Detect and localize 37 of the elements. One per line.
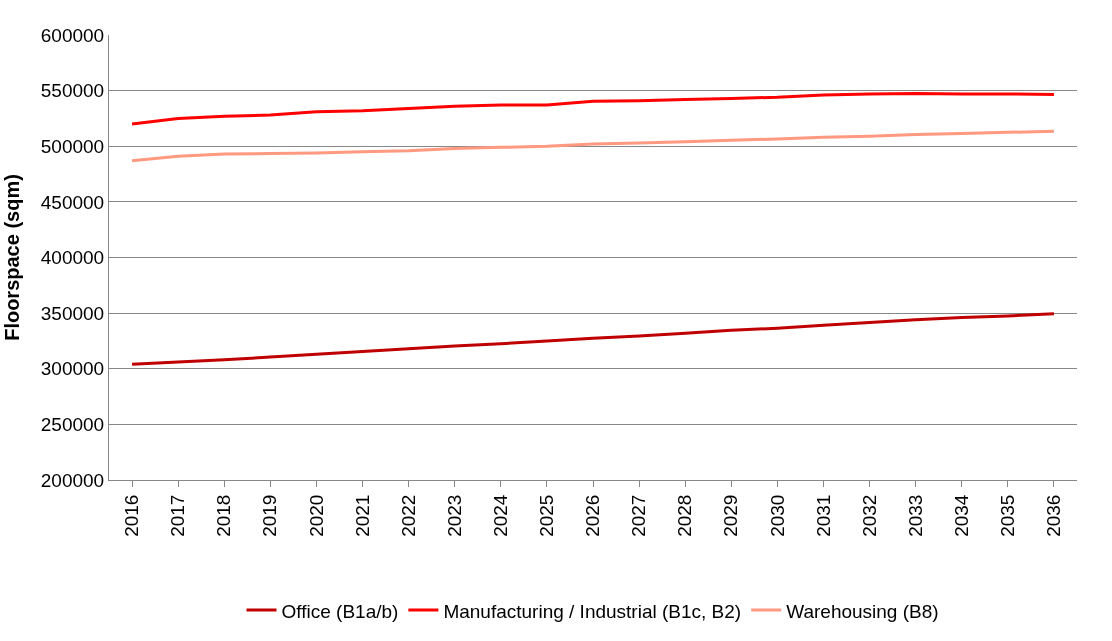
y-tick-label: 200000 bbox=[40, 469, 105, 491]
legend-label: Warehousing (B8) bbox=[786, 600, 939, 622]
x-tick-label: 2018 bbox=[213, 494, 235, 537]
x-tick-label: 2036 bbox=[1043, 494, 1065, 537]
legend-label: Manufacturing / Industrial (B1c, B2) bbox=[443, 600, 742, 622]
x-tick-label: 2034 bbox=[950, 494, 972, 537]
x-tick-label: 2035 bbox=[997, 494, 1019, 537]
x-tick-label: 2025 bbox=[536, 494, 558, 537]
line-series bbox=[130, 129, 1056, 163]
x-tick-label: 2017 bbox=[167, 494, 189, 537]
y-tick-label: 250000 bbox=[40, 414, 105, 436]
line-series bbox=[130, 312, 1056, 366]
legend-label: Office (B1a/b) bbox=[281, 600, 399, 622]
y-axis-title: Floorspace (sqm) bbox=[1, 174, 24, 341]
x-tick-label: 2022 bbox=[397, 494, 419, 537]
y-tick-label: 450000 bbox=[40, 191, 105, 213]
x-tick-label: 2021 bbox=[351, 494, 373, 537]
y-tick-label: 550000 bbox=[40, 80, 105, 102]
x-tick-label: 2029 bbox=[720, 494, 742, 537]
y-tick-label: 600000 bbox=[40, 24, 105, 46]
x-tick-label: 2033 bbox=[904, 494, 926, 537]
x-tick-label: 2027 bbox=[628, 494, 650, 537]
x-tick-label: 2026 bbox=[582, 494, 604, 537]
x-tick-label: 2024 bbox=[489, 494, 511, 537]
x-tick-label: 2028 bbox=[674, 494, 696, 537]
x-tick-label: 2020 bbox=[305, 494, 327, 537]
x-tick-label: 2016 bbox=[121, 494, 143, 537]
x-tick-label: 2019 bbox=[259, 494, 281, 537]
x-tick-label: 2032 bbox=[858, 494, 880, 537]
y-tick-label: 500000 bbox=[40, 135, 105, 157]
x-tick-label: 2030 bbox=[766, 494, 788, 537]
y-tick-label: 300000 bbox=[40, 358, 105, 380]
y-tick-label: 350000 bbox=[40, 302, 105, 324]
y-tick-label: 400000 bbox=[40, 247, 105, 269]
line-series bbox=[130, 91, 1056, 126]
x-tick-label: 2031 bbox=[812, 494, 834, 537]
x-tick-label: 2023 bbox=[443, 494, 465, 537]
